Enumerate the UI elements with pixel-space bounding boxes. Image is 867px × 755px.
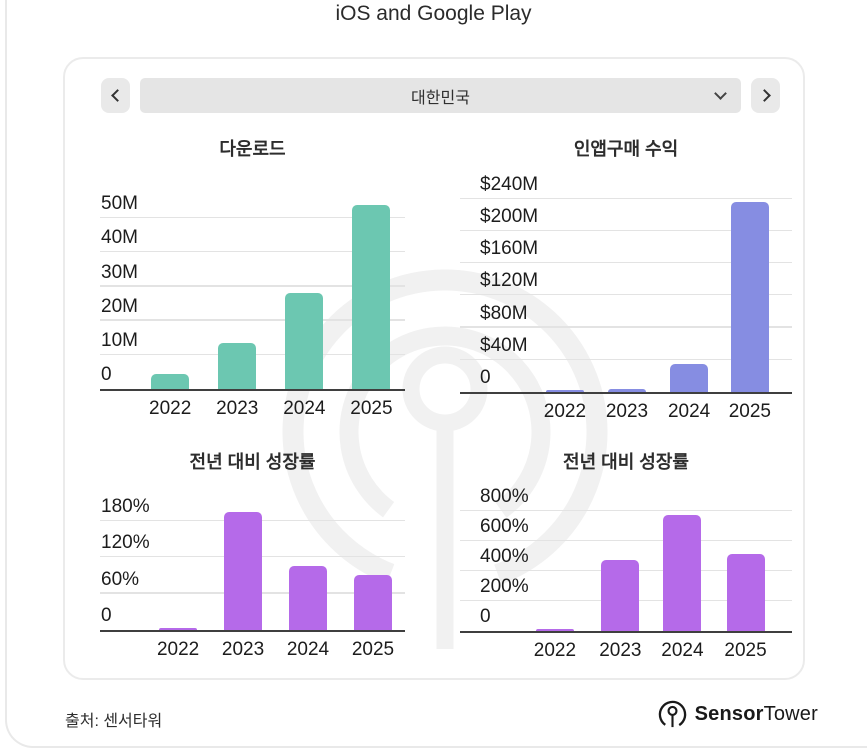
chart-plot: 0 10M 20M 30M 40M 50M [100, 193, 405, 391]
downloads-growth-chart: 전년 대비 성장률 0 60% 120% 180% 2022 2023 2024 2025 [100, 447, 405, 663]
bar-2022[interactable] [535, 629, 574, 631]
x-tick-label-2025: 2025 [728, 401, 771, 422]
chart-title: 다운로드 [219, 139, 286, 159]
downloads-chart: 다운로드 0 10M 20M 30M 40M 50M 2022 2023 2024 2025 [100, 134, 405, 422]
gridline [460, 326, 792, 328]
x-tick-label-2024: 2024 [286, 639, 330, 660]
y-tick-label: $160M [480, 238, 539, 260]
x-tick-label-2024: 2024 [661, 640, 704, 661]
gridline [460, 358, 792, 360]
bar-2022[interactable] [545, 390, 584, 392]
country-select[interactable]: 대한민국 [140, 78, 741, 113]
x-axis-labels: 2022 2023 2024 2025 [100, 398, 405, 422]
x-tick-label-2022: 2022 [543, 401, 587, 422]
y-tick-label: 50M [101, 193, 138, 215]
x-tick-label-2024: 2024 [283, 398, 326, 419]
y-tick-label: 200% [480, 576, 529, 597]
chart-plot: 0 200% 400% 600% 800% [460, 487, 792, 633]
chevron-down-icon [714, 87, 727, 100]
y-tick-label: 10M [101, 329, 138, 351]
gridline [100, 251, 405, 253]
y-tick-label: $80M [480, 302, 528, 324]
y-tick-label: 120% [101, 532, 150, 554]
x-tick-label-2025: 2025 [351, 639, 395, 660]
bar-2023[interactable] [607, 388, 646, 392]
chart-title: 전년 대비 성장률 [189, 452, 316, 472]
gridline [460, 539, 792, 541]
chevron-left-icon [110, 89, 124, 102]
y-tick-label: $240M [480, 173, 539, 195]
y-tick-label: 0 [480, 367, 491, 388]
x-tick-label-2022: 2022 [533, 640, 577, 661]
gridline [100, 319, 405, 321]
page-title: iOS and Google Play [335, 2, 532, 25]
iap-revenue-chart: 인앱구매 수익 0 $40M $80M $120M $160M $200M $240M 20… [460, 134, 792, 425]
sensortower-icon [658, 700, 686, 729]
gridline [460, 229, 792, 232]
x-tick-label-2022: 2022 [156, 639, 200, 660]
bar-2024[interactable] [289, 566, 327, 630]
revenue-growth-chart: 전년 대비 성장률 0 200% 400% 600% 800% 2022 2023 2024… [460, 447, 792, 664]
x-axis-labels: 2022 2023 2024 2025 [460, 640, 792, 664]
x-tick-label-2023: 2023 [221, 639, 265, 660]
chart-title: 인앱구매 수익 [573, 139, 679, 159]
chevron-right-icon [757, 89, 771, 102]
y-tick-label: 0 [101, 364, 112, 385]
x-tick-label-2025: 2025 [350, 398, 393, 419]
bar-2024[interactable] [663, 514, 702, 631]
y-tick-label: 180% [101, 495, 150, 517]
y-tick-label: 600% [480, 516, 529, 537]
country-select-value: 대한민국 [411, 89, 470, 107]
x-tick-label-2022: 2022 [149, 398, 192, 419]
chart-card: 대한민국 다운로드 0 10M 20M 30M 40M 50M 2022 2023 2024 2… [63, 57, 805, 680]
bar-2025[interactable] [353, 574, 392, 630]
y-tick-label: 40M [101, 227, 138, 249]
x-tick-label-2023: 2023 [216, 398, 259, 419]
brand-name: SensorTower [694, 703, 818, 725]
y-tick-label: $120M [480, 270, 539, 292]
chart-plot: 0 $40M $80M $120M $160M $200M $240M [460, 175, 792, 394]
x-axis-labels: 2022 2023 2024 2025 [100, 639, 405, 663]
y-tick-label: 0 [480, 606, 491, 627]
bar-2024[interactable] [285, 293, 324, 389]
chart-plot: 0 60% 120% 180% [100, 497, 405, 632]
x-tick-label-2024: 2024 [667, 401, 711, 422]
gridline [460, 294, 792, 296]
bar-2025[interactable] [352, 204, 391, 389]
x-tick-label-2025: 2025 [724, 640, 767, 661]
bar-2025[interactable] [730, 202, 769, 392]
sensortower-logo[interactable]: SensorTower [657, 699, 818, 730]
bar-2023[interactable] [224, 511, 263, 630]
gridline [100, 285, 405, 287]
bar-2025[interactable] [726, 553, 765, 631]
bar-2024[interactable] [670, 363, 709, 392]
y-tick-label: 400% [480, 546, 529, 567]
chart-title: 전년 대비 성장률 [563, 452, 689, 472]
bar-2023[interactable] [601, 559, 640, 631]
y-tick-label: 60% [101, 568, 140, 590]
prev-country-button[interactable] [101, 78, 130, 113]
bar-2022[interactable] [151, 374, 190, 389]
y-tick-label: $40M [480, 334, 528, 356]
y-tick-label: 0 [101, 605, 112, 626]
x-axis-labels: 2022 2023 2024 2025 [460, 401, 792, 425]
bar-2022[interactable] [159, 628, 198, 630]
x-tick-label-2023: 2023 [599, 640, 642, 661]
gridline [100, 216, 405, 219]
y-tick-label: 800% [480, 486, 529, 507]
x-tick-label-2023: 2023 [605, 401, 649, 422]
y-tick-label: 30M [101, 261, 138, 283]
y-tick-label: 20M [101, 295, 138, 317]
gridline [460, 261, 792, 264]
source-note: 출처: 센서타워 [65, 713, 163, 730]
y-tick-label: $200M [480, 206, 539, 228]
bar-2023[interactable] [218, 342, 257, 389]
next-country-button[interactable] [751, 78, 780, 113]
gridline [460, 197, 792, 199]
gridline [460, 509, 792, 511]
